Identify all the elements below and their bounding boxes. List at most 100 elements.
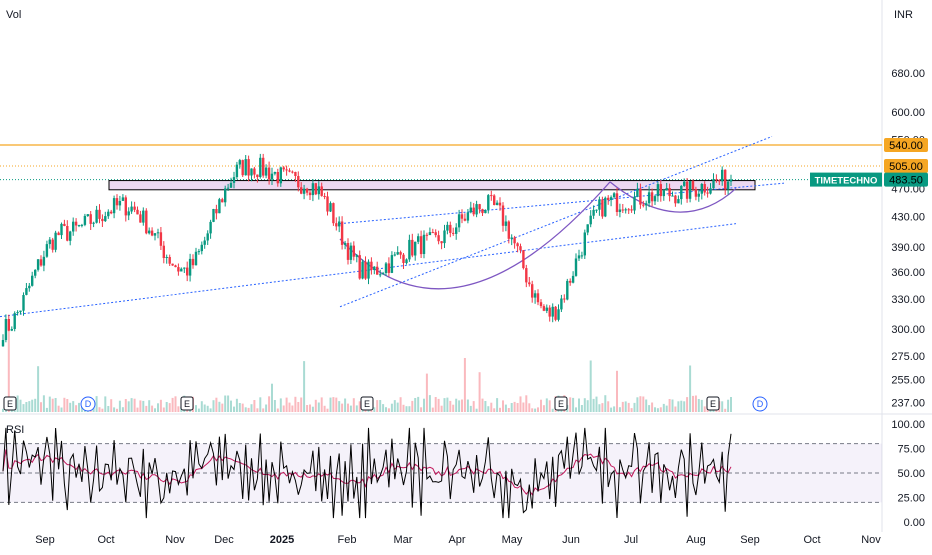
volume-bar xyxy=(218,401,221,412)
time-tick-label: Oct xyxy=(97,534,114,546)
candle-body xyxy=(39,259,43,266)
candle-body xyxy=(358,255,361,279)
volume-bar xyxy=(446,397,449,412)
volume-bar xyxy=(300,397,303,412)
volume-bar xyxy=(168,403,171,412)
volume-bar xyxy=(329,397,332,412)
candle-body xyxy=(481,209,484,214)
volume-bar xyxy=(142,400,145,412)
candle-body xyxy=(516,243,519,247)
candle-body xyxy=(592,209,595,216)
volume-bar xyxy=(221,403,224,412)
volume-bar xyxy=(499,407,501,412)
candle-body xyxy=(422,234,426,254)
volume-bar xyxy=(437,398,440,412)
earnings-marker: E xyxy=(180,396,194,411)
candle-body xyxy=(457,214,461,228)
candle-body xyxy=(533,293,537,298)
candle-body xyxy=(165,257,168,258)
volume-bar xyxy=(159,399,162,412)
volume-bar xyxy=(507,408,510,412)
svg-text:E: E xyxy=(558,399,564,409)
candle-body xyxy=(121,197,125,201)
candle-body xyxy=(200,244,203,252)
volume-bar xyxy=(51,398,54,412)
time-tick-label: Aug xyxy=(686,534,706,546)
volume-bar xyxy=(510,403,513,412)
candle-body xyxy=(633,196,636,211)
volume-bar xyxy=(449,400,452,412)
candle-body xyxy=(232,177,236,183)
candle-body xyxy=(314,183,317,195)
candle-body xyxy=(273,172,277,174)
candle-body xyxy=(601,199,604,217)
candle-body xyxy=(282,167,285,170)
candle-body xyxy=(607,197,610,200)
candle-body xyxy=(595,209,598,211)
volume-bar xyxy=(496,398,499,412)
volume-bar xyxy=(332,397,335,412)
volume-bar xyxy=(54,398,57,412)
candle-body xyxy=(504,221,508,226)
volume-bar xyxy=(209,408,212,412)
volume-bar xyxy=(417,396,420,412)
candle-body xyxy=(604,197,607,217)
candle-body xyxy=(229,182,233,188)
candle-body xyxy=(376,266,379,275)
candle-body xyxy=(574,258,578,276)
candle-body xyxy=(150,230,154,236)
candle-body xyxy=(475,204,478,215)
time-tick-label: May xyxy=(502,534,523,546)
volume-bar xyxy=(244,407,247,412)
volume-bar xyxy=(478,372,481,412)
candle-body xyxy=(197,251,201,253)
candle-body xyxy=(19,310,22,313)
volume-bar xyxy=(525,395,528,412)
volume-bar xyxy=(607,401,610,412)
candle-body xyxy=(162,245,165,258)
volume-bar xyxy=(157,403,159,412)
dividend-marker: D xyxy=(80,396,96,412)
volume-bar xyxy=(113,407,116,412)
volume-bar xyxy=(683,401,686,412)
candle-body xyxy=(715,179,718,181)
candle-body xyxy=(285,169,288,171)
volume-bar xyxy=(393,400,396,412)
volume-bar xyxy=(268,396,271,412)
candle-body xyxy=(586,224,589,233)
volume-bar xyxy=(224,395,227,412)
candle-body xyxy=(650,192,654,202)
candle-body xyxy=(615,193,619,212)
candle-body xyxy=(183,267,186,269)
candle-body xyxy=(69,231,72,241)
candle-body xyxy=(609,197,613,200)
candle-body xyxy=(449,224,452,233)
candle-body xyxy=(548,307,551,317)
candle-body xyxy=(115,198,119,206)
candle-body xyxy=(80,224,84,226)
volume-bar xyxy=(396,402,399,412)
candle-body xyxy=(124,197,127,216)
volume-bar xyxy=(338,401,341,412)
candle-body xyxy=(302,188,306,194)
volume-bar xyxy=(700,399,703,412)
candle-body xyxy=(721,169,724,182)
candle-body xyxy=(396,252,399,255)
candle-body xyxy=(431,232,434,234)
price-badge: 505.00 xyxy=(884,158,928,173)
volume-bar xyxy=(376,400,379,412)
candle-body xyxy=(238,160,241,165)
candle-body xyxy=(656,184,660,197)
volume-bar xyxy=(531,408,534,412)
volume-bar xyxy=(98,407,101,412)
candle-body xyxy=(551,306,554,317)
candle-body xyxy=(425,234,429,236)
candle-body xyxy=(393,254,396,256)
volume-bar xyxy=(37,366,40,412)
volume-bar xyxy=(171,397,174,412)
volume-bar xyxy=(241,403,244,412)
volume-bar xyxy=(314,399,317,412)
volume-bar xyxy=(273,400,276,412)
volume-bar xyxy=(540,399,542,412)
svg-text:540.00: 540.00 xyxy=(889,140,923,152)
